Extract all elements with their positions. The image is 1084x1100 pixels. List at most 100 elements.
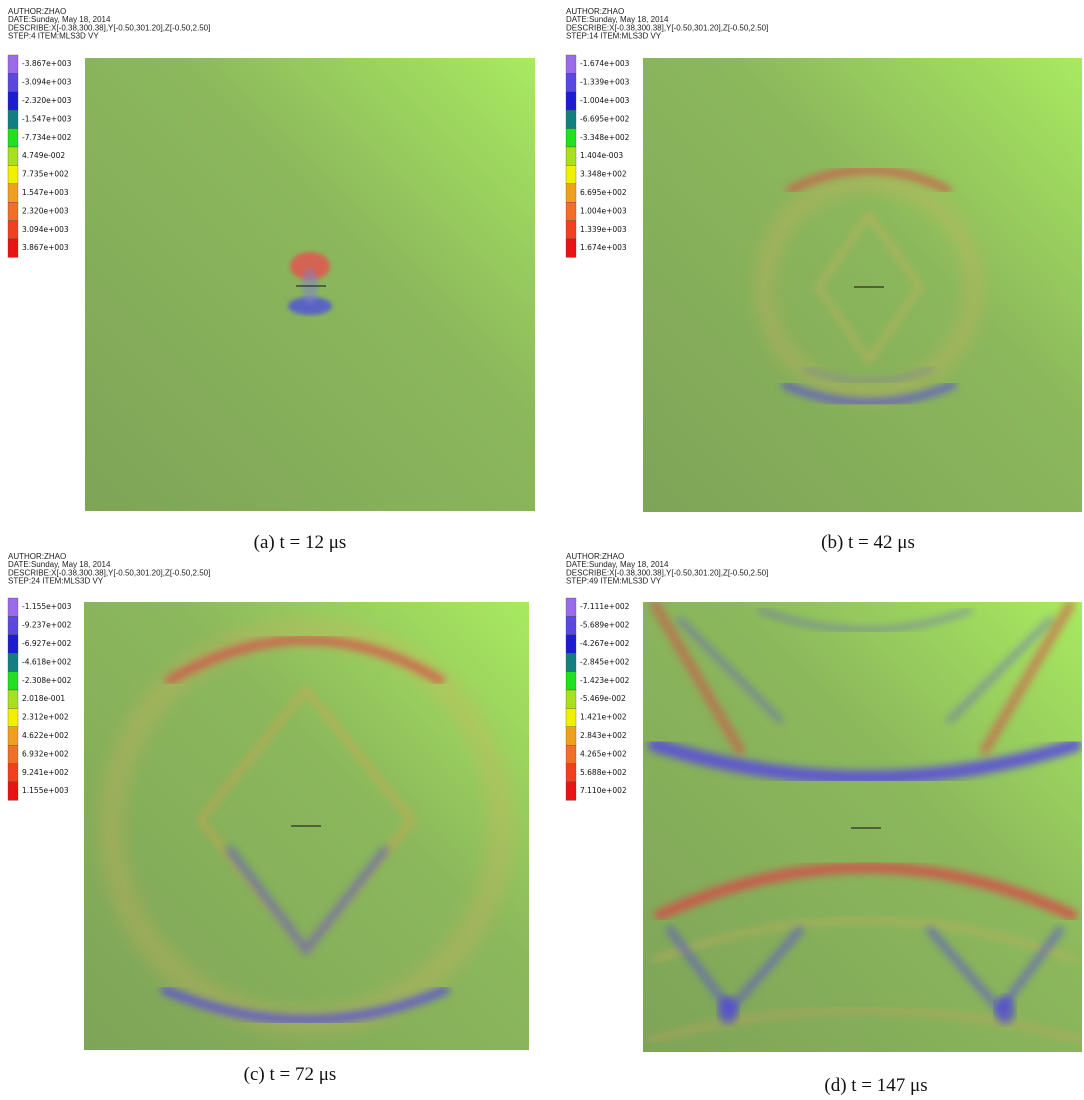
legend-label: -2.308e+002: [22, 676, 72, 685]
legend-label: -1.004e+003: [580, 96, 630, 105]
legend-swatch: [566, 745, 576, 763]
legend-swatch: [8, 92, 18, 110]
legend-label: 3.094e+003: [22, 225, 69, 234]
legend-swatch: [566, 92, 576, 110]
legend-swatch: [8, 764, 18, 782]
legend-label: 6.695e+002: [580, 188, 627, 197]
legend-label: -7.734e+002: [22, 133, 72, 142]
legend-swatch: [8, 672, 18, 690]
legend-label: -4.618e+002: [22, 657, 72, 666]
caption: (c) t = 72 μs: [244, 1064, 337, 1085]
legend-swatch: [566, 129, 576, 147]
legend-swatch: [8, 110, 18, 128]
legend-swatch: [566, 239, 576, 257]
legend-label: 2.312e+002: [22, 713, 69, 722]
legend-swatch: [8, 598, 18, 616]
panel: AUTHOR:ZHAODATE:Sunday, May 18, 2014DESC…: [566, 7, 1082, 553]
legend-swatch: [8, 782, 18, 800]
legend-swatch: [566, 110, 576, 128]
legend-swatch: [566, 221, 576, 239]
legend-swatch: [566, 616, 576, 634]
legend-swatch: [566, 147, 576, 165]
field-image: [85, 58, 535, 511]
header-line: STEP:4 ITEM:MLS3D VY: [8, 32, 99, 41]
header-line: STEP:14 ITEM:MLS3D VY: [566, 32, 662, 41]
legend-label: -2.845e+002: [580, 657, 630, 666]
legend-swatch: [566, 708, 576, 726]
legend-label: 4.265e+002: [580, 749, 627, 758]
legend-swatch: [8, 745, 18, 763]
legend-label: 4.749e-002: [22, 151, 65, 160]
caption: (a) t = 12 μs: [254, 532, 347, 553]
field-background: [643, 58, 1082, 512]
legend-label: 3.348e+002: [580, 170, 627, 179]
legend-label: -1.547e+003: [22, 114, 72, 123]
legend-swatch: [566, 672, 576, 690]
legend-label: -3.094e+003: [22, 78, 72, 87]
legend-swatch: [8, 129, 18, 147]
legend-label: 5.688e+002: [580, 768, 627, 777]
legend-label: 7.735e+002: [22, 170, 69, 179]
legend-swatch: [8, 73, 18, 91]
legend-label: -5.689e+002: [580, 621, 630, 630]
legend-label: -1.339e+003: [580, 78, 630, 87]
header-line: STEP:24 ITEM:MLS3D VY: [8, 577, 104, 586]
legend-label: 1.421e+002: [580, 713, 627, 722]
caption: (b) t = 42 μs: [821, 532, 915, 553]
legend-label: 4.622e+002: [22, 731, 69, 740]
legend-swatch: [8, 147, 18, 165]
legend-label: -5.469e-002: [580, 694, 626, 703]
legend-label: 9.241e+002: [22, 768, 69, 777]
legend-label: -3.867e+003: [22, 59, 72, 68]
legend-label: 1.404e-003: [580, 151, 623, 160]
legend-swatch: [566, 653, 576, 671]
legend-swatch: [8, 55, 18, 73]
header-line: STEP:49 ITEM:MLS3D VY: [566, 577, 662, 586]
legend-swatch: [8, 616, 18, 634]
legend-swatch: [566, 690, 576, 708]
legend-swatch: [566, 598, 576, 616]
legend-swatch: [566, 184, 576, 202]
field-image: [643, 602, 1082, 1052]
legend-swatch: [8, 708, 18, 726]
legend-label: -1.423e+002: [580, 676, 630, 685]
legend-swatch: [566, 635, 576, 653]
legend-swatch: [566, 202, 576, 220]
caption: (d) t = 147 μs: [824, 1075, 927, 1096]
legend-label: -7.111e+002: [580, 602, 630, 611]
legend-swatch: [566, 764, 576, 782]
legend-label: -2.320e+003: [22, 96, 72, 105]
wave-blob: [718, 996, 738, 1024]
legend-swatch: [8, 727, 18, 745]
legend-label: -1.674e+003: [580, 59, 630, 68]
legend-label: -4.267e+002: [580, 639, 630, 648]
field-image: [643, 58, 1082, 512]
legend-swatch: [566, 55, 576, 73]
legend-label: 3.867e+003: [22, 243, 69, 252]
legend-swatch: [566, 73, 576, 91]
legend-swatch: [8, 202, 18, 220]
legend-label: 6.932e+002: [22, 749, 69, 758]
legend-swatch: [8, 221, 18, 239]
legend-swatch: [566, 727, 576, 745]
legend-label: 2.320e+003: [22, 206, 69, 215]
legend-label: -6.927e+002: [22, 639, 72, 648]
legend-swatch: [8, 635, 18, 653]
legend-swatch: [8, 165, 18, 183]
legend-label: 1.004e+003: [580, 206, 627, 215]
legend-swatch: [566, 165, 576, 183]
field-image: [84, 602, 529, 1050]
legend-swatch: [8, 690, 18, 708]
legend-label: 2.018e-001: [22, 694, 65, 703]
wave-blob: [995, 996, 1015, 1024]
legend-label: -1.155e+003: [22, 602, 72, 611]
legend-swatch: [566, 782, 576, 800]
legend-label: 7.110e+002: [580, 786, 627, 795]
legend-label: 1.674e+003: [580, 243, 627, 252]
legend-label: 2.843e+002: [580, 731, 627, 740]
panel: AUTHOR:ZHAODATE:Sunday, May 18, 2014DESC…: [8, 552, 529, 1085]
legend-swatch: [8, 239, 18, 257]
legend-label: 1.155e+003: [22, 786, 69, 795]
legend-label: 1.547e+003: [22, 188, 69, 197]
